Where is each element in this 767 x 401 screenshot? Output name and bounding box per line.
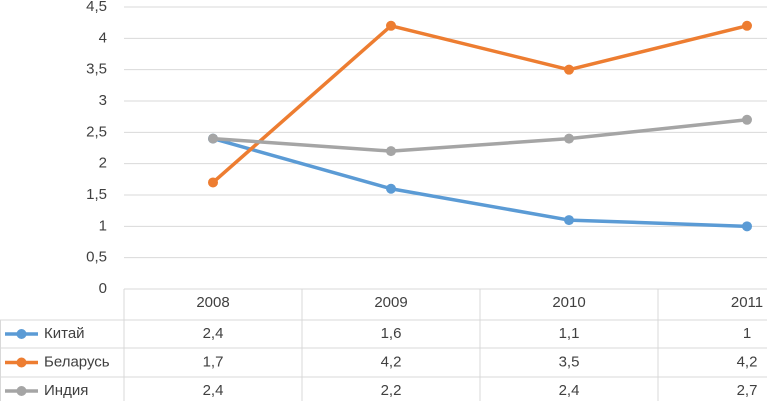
y-tick-label: 2,5 [86, 123, 107, 140]
table-cell: 2,7 [737, 382, 758, 399]
y-tick-label: 2 [99, 155, 107, 172]
y-tick-label: 3 [99, 92, 107, 109]
table-cell: 3,5 [559, 353, 580, 370]
legend-marker [16, 357, 27, 368]
table-cell: 2,4 [559, 382, 580, 399]
y-tick-label: 0,5 [86, 249, 107, 266]
point [386, 183, 396, 194]
point [564, 215, 574, 226]
legend-marker [16, 386, 27, 396]
table-cell: 4,2 [381, 353, 402, 370]
point [742, 221, 752, 232]
y-tick-label: 1,5 [86, 186, 107, 203]
y-tick-label: 4,5 [86, 0, 107, 15]
point [208, 133, 218, 144]
y-tick-label: 1 [99, 217, 107, 234]
table-cell: 2,2 [381, 382, 402, 399]
table-cell: 4,2 [737, 353, 758, 370]
point [386, 146, 396, 157]
point [742, 114, 752, 125]
y-tick-label: 0 [99, 280, 107, 297]
x-tick-label: 2008 [196, 294, 229, 311]
point [386, 20, 396, 31]
table-cell: 1,7 [203, 353, 224, 370]
series-line [212, 136, 748, 229]
table-cell: 2,4 [203, 325, 224, 342]
x-tick-label: 2009 [374, 294, 407, 311]
series-line [211, 24, 748, 184]
x-tick-label: 2010 [552, 294, 585, 311]
legend-label: Беларусь [44, 353, 110, 370]
point [564, 64, 574, 75]
y-tick-label: 4 [99, 29, 107, 46]
legend-marker [16, 329, 27, 339]
series-line [212, 118, 748, 153]
table-cell: 2,4 [203, 382, 224, 399]
point [208, 177, 218, 188]
table-cell: 1 [743, 325, 751, 342]
x-tick-label: 2011 [731, 294, 763, 311]
legend-label: Индия [44, 382, 88, 399]
point [564, 133, 574, 144]
point [742, 20, 752, 31]
table-cell: 1,1 [559, 325, 580, 342]
table-cell: 1,6 [381, 325, 402, 342]
legend-label: Китай [44, 325, 85, 342]
y-tick-label: 3,5 [86, 61, 107, 78]
